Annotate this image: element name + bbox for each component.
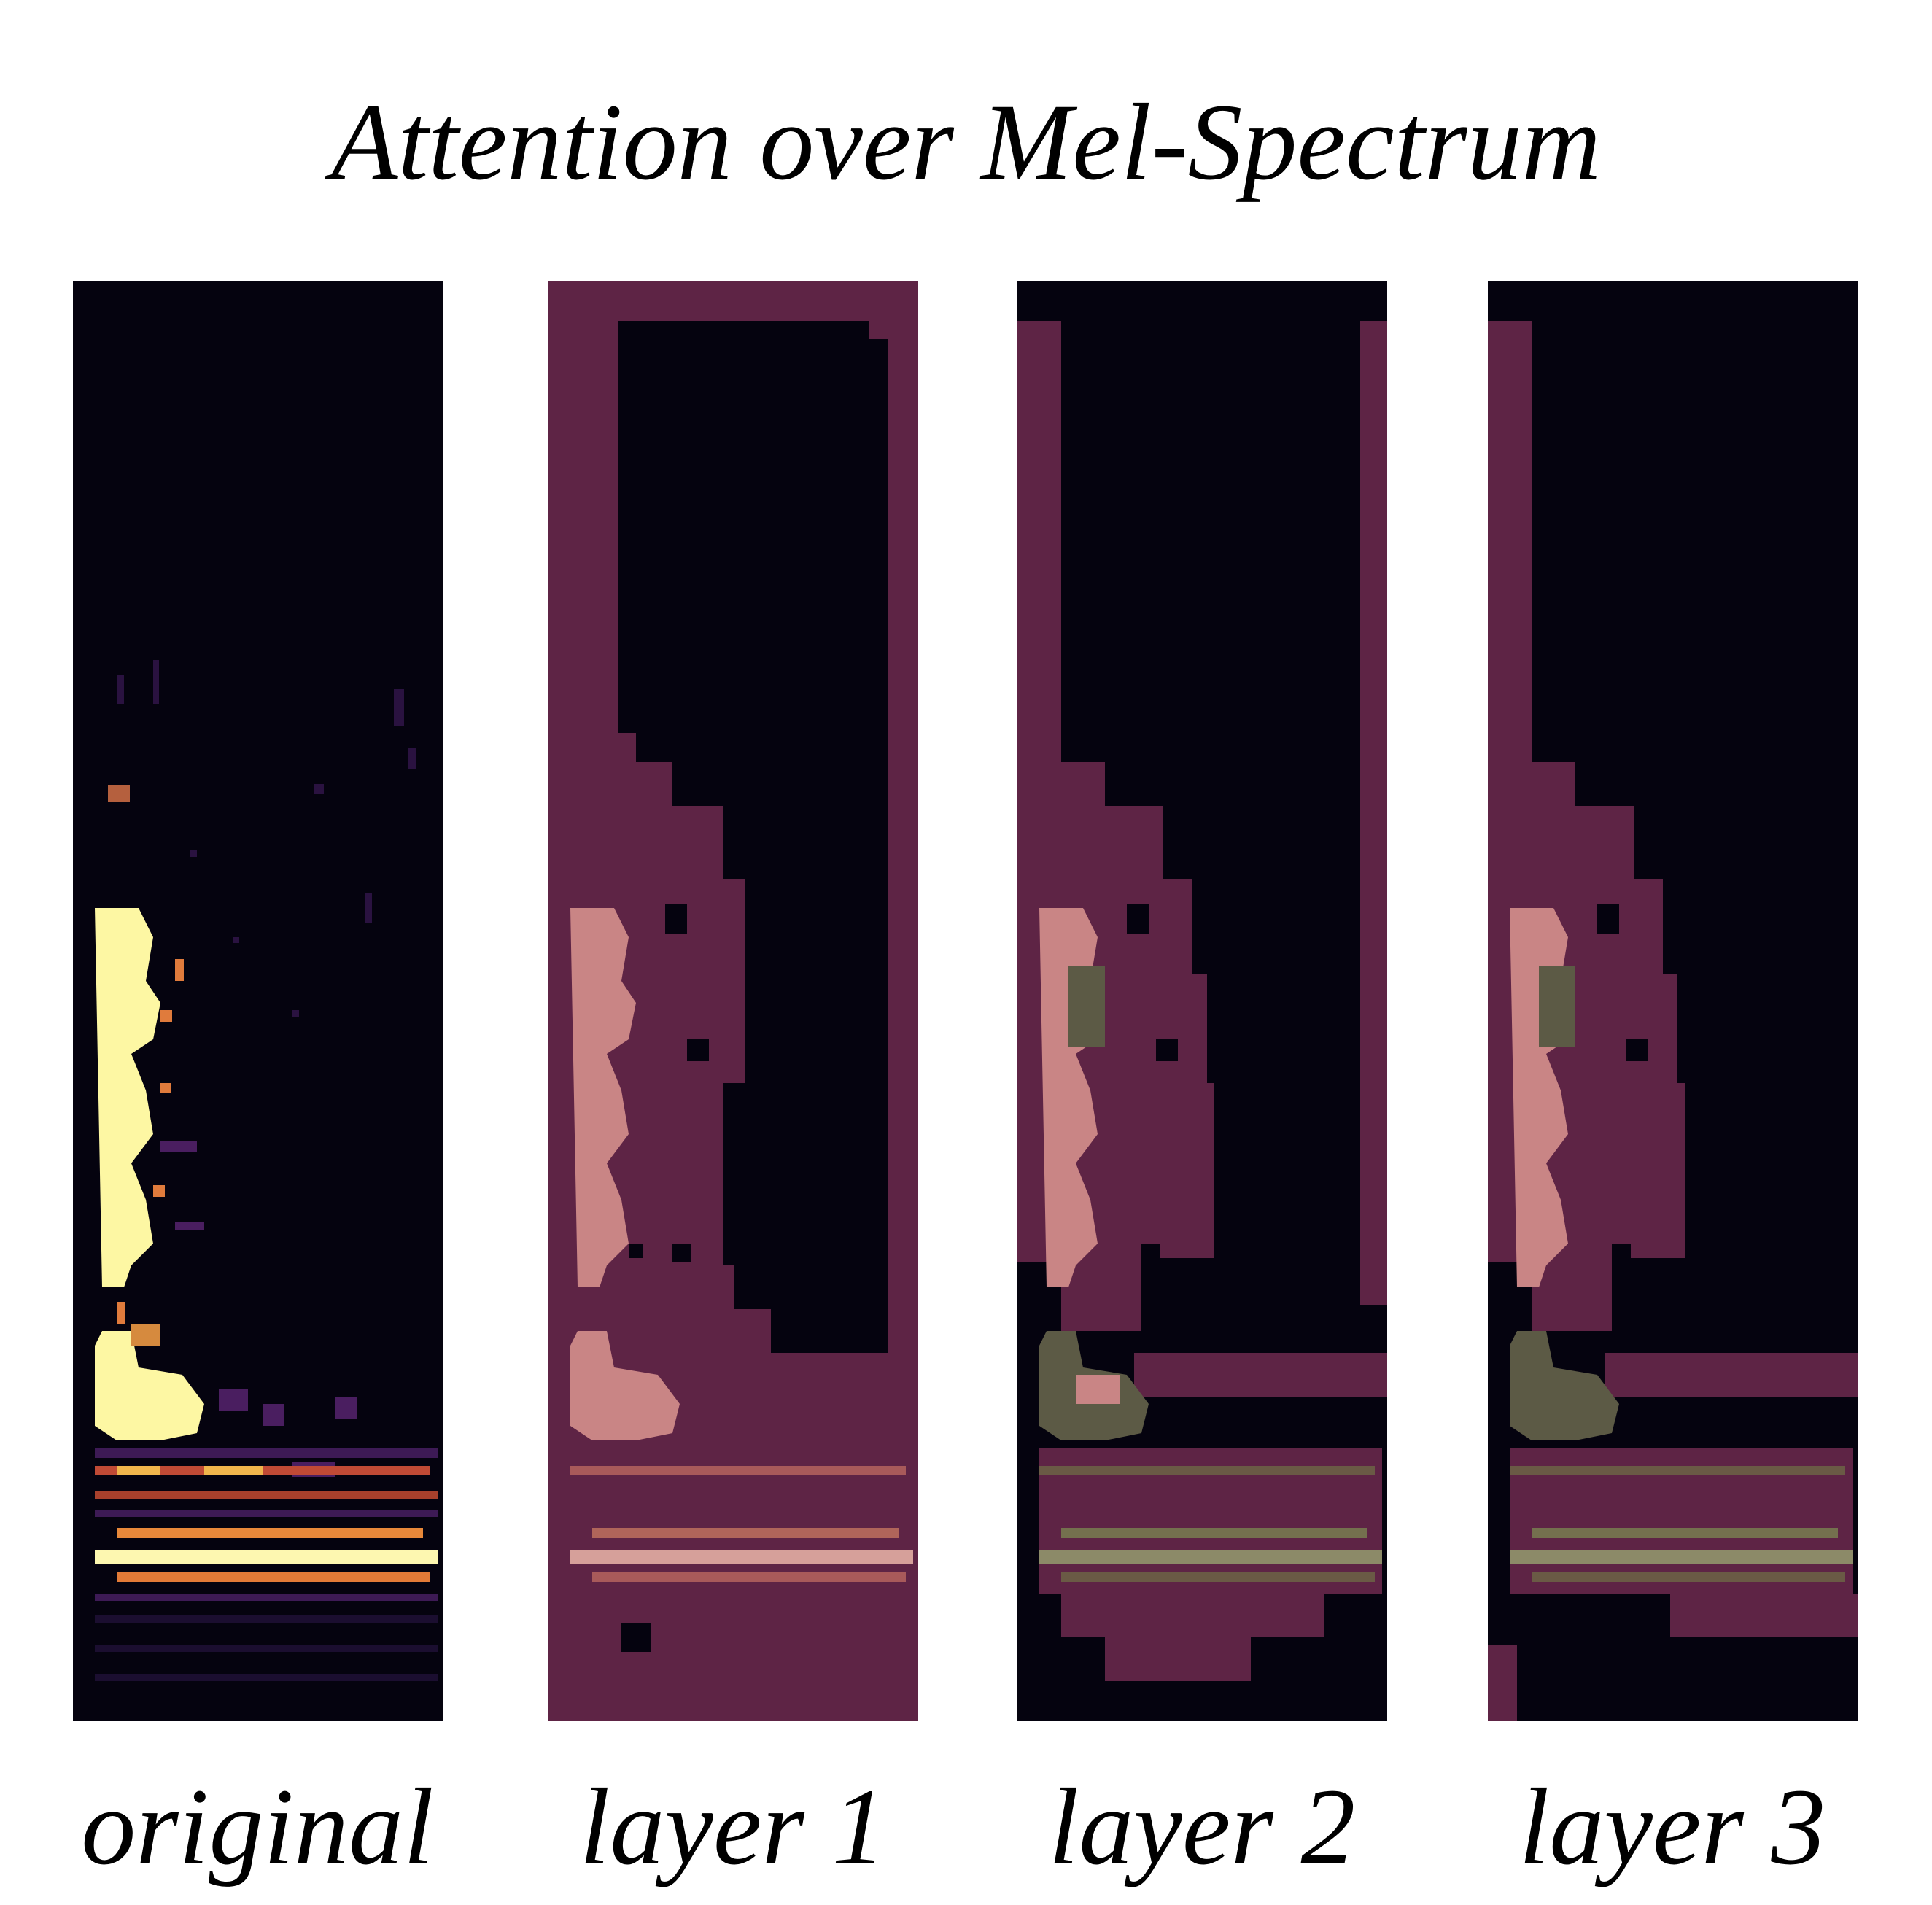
attention-map-layer-1 <box>548 281 918 1721</box>
noise-specks <box>117 660 416 1093</box>
spectral-blob-lower <box>95 1331 204 1440</box>
low-bands <box>95 1615 438 1681</box>
lower-highlight-patch <box>1076 1375 1120 1404</box>
figure-title: Attention over Mel-Spectrum <box>0 80 1932 204</box>
blob-edge <box>131 1324 160 1346</box>
masked-highlight-lower <box>1510 1331 1619 1440</box>
attention-map-layer-2 <box>1017 281 1387 1721</box>
panel-label-original: original <box>24 1765 491 1889</box>
panel-label-layer-1: layer 1 <box>500 1765 966 1889</box>
panel-label-layer-3: layer 3 <box>1439 1765 1906 1889</box>
panel-label-layer-2: layer 2 <box>969 1765 1435 1889</box>
attention-map-layer-3 <box>1488 281 1858 1721</box>
attention-panel-layer-2 <box>1017 281 1387 1721</box>
attention-panel-layer-1 <box>548 281 918 1721</box>
layer-overlap-patch <box>1539 966 1575 1047</box>
layer-overlap-patch <box>1068 966 1105 1047</box>
spectrogram-panel-original <box>73 281 443 1721</box>
spectral-blob-small <box>108 785 130 802</box>
spectral-blob-main <box>95 908 160 1287</box>
attention-panel-layer-3 <box>1488 281 1858 1721</box>
harmonic-bands <box>95 1448 438 1601</box>
spectrogram-original <box>73 281 443 1721</box>
